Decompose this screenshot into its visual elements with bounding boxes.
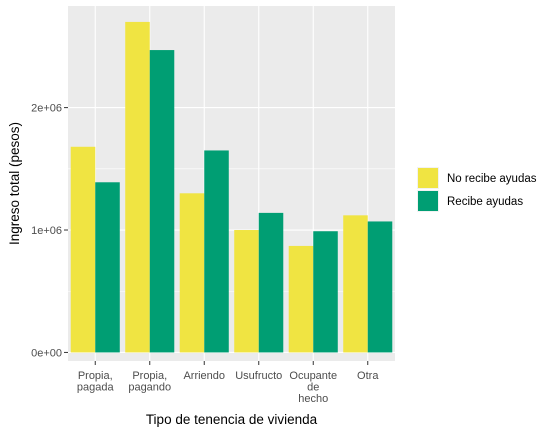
bar — [258, 212, 284, 353]
bar — [343, 215, 368, 353]
bar — [313, 231, 338, 353]
bar — [70, 146, 96, 353]
legend-label: No recibe ayudas — [447, 173, 537, 185]
legend-label: Recibe ayudas — [447, 196, 523, 208]
plot-panel — [68, 6, 395, 361]
y-tick-label: 1e+06 — [31, 225, 62, 237]
y-axis-title: Ingreso total (pesos) — [7, 122, 22, 245]
bars — [70, 21, 393, 353]
y-tick-label: 2e+06 — [31, 103, 62, 115]
x-axis-title: Tipo de tenencia de vivienda — [146, 412, 318, 427]
x-axis: Propia, pagada Propia, pagando Arriendo Usufr… — [77, 361, 379, 405]
bar — [234, 230, 259, 353]
bar — [204, 150, 229, 353]
x-tick-label: Propia, pagando — [128, 370, 171, 394]
x-tick-label: Usufructo — [235, 370, 282, 382]
bar — [125, 21, 150, 353]
bar — [288, 245, 314, 353]
bar — [95, 182, 120, 353]
x-tick-label: Ocupante de hecho — [289, 370, 337, 405]
x-tick-label: Arriendo — [183, 370, 225, 382]
bar — [179, 193, 205, 353]
x-tick-label: Otra — [357, 370, 379, 382]
bar — [367, 221, 393, 353]
legend-key — [418, 168, 438, 188]
y-tick-label: 0e+00 — [31, 347, 62, 359]
x-tick-label: Propia, pagada — [77, 370, 115, 394]
y-axis: 0e+00 1e+06 2e+06 — [31, 103, 68, 359]
bar — [149, 50, 175, 353]
legend-key — [418, 191, 438, 211]
legend: No recibe ayudas Recibe ayudas — [417, 167, 537, 212]
